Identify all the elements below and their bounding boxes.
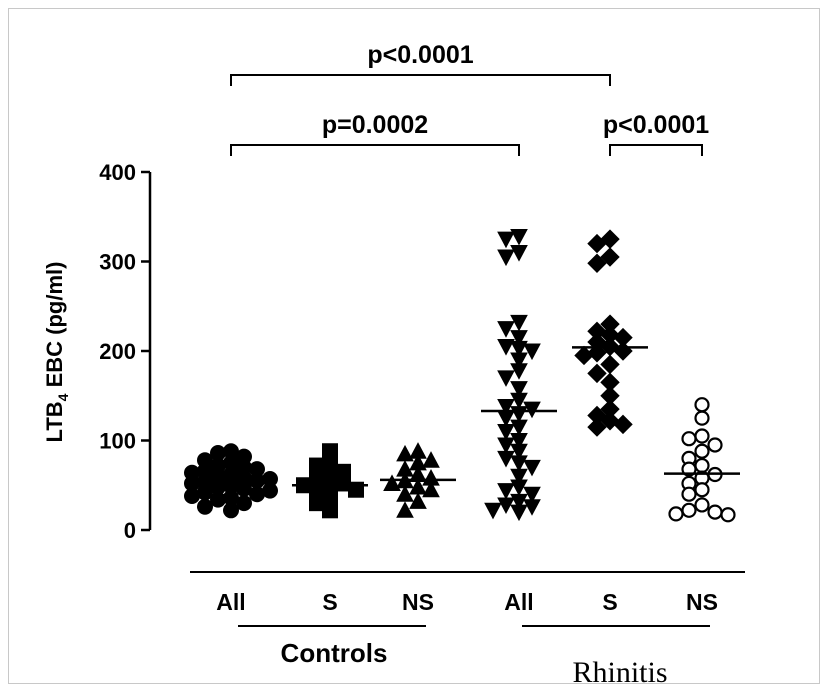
data-point	[720, 507, 736, 523]
data-point	[497, 437, 515, 455]
x-tick-label: S	[322, 589, 337, 615]
data-point	[497, 231, 515, 249]
data-point	[523, 401, 541, 419]
y-axis: 0 100 200 300 400	[99, 160, 152, 543]
data-point	[497, 450, 515, 468]
data-point	[497, 424, 515, 441]
y-tick-label: 0	[124, 518, 136, 543]
y-tick-label: 100	[99, 429, 136, 454]
data-point	[694, 410, 710, 426]
y-tick-label: 400	[99, 160, 136, 185]
data-point	[422, 480, 440, 498]
data-point	[510, 245, 528, 262]
data-point	[510, 406, 528, 423]
x-tick-label: NS	[686, 589, 718, 615]
data-point	[510, 392, 528, 410]
x-axis: All S NS All S NS Controls Rhinitis	[190, 571, 745, 689]
data-points	[184, 228, 736, 523]
data-point	[497, 321, 515, 338]
data-point	[510, 381, 528, 398]
data-point	[510, 455, 528, 472]
data-point	[523, 499, 541, 516]
data-point	[396, 485, 414, 502]
data-point	[523, 343, 541, 361]
significance-bracket	[230, 144, 520, 156]
data-point	[497, 497, 515, 515]
data-point	[681, 486, 697, 502]
data-point	[484, 502, 502, 520]
x-tick-label: NS	[402, 589, 434, 615]
data-point	[587, 363, 607, 384]
x-tick-label: All	[216, 589, 245, 615]
data-point	[587, 233, 607, 254]
group-label-controls: Controls	[281, 638, 388, 668]
data-point	[322, 502, 338, 519]
y-tick-label: 200	[99, 339, 136, 364]
data-point	[409, 492, 427, 509]
data-point	[707, 504, 723, 520]
median-lines	[193, 346, 740, 487]
data-point	[396, 501, 414, 518]
data-point	[249, 486, 265, 503]
data-point	[668, 506, 684, 522]
data-point	[236, 495, 252, 512]
data-point	[510, 468, 528, 486]
data-point	[510, 330, 528, 347]
data-point	[510, 493, 528, 511]
data-point	[396, 444, 414, 462]
data-point	[587, 417, 607, 437]
data-point	[249, 472, 265, 489]
data-point	[497, 370, 515, 387]
x-tick-label: All	[504, 589, 533, 615]
data-point	[523, 459, 541, 477]
data-point	[510, 228, 528, 246]
data-point	[694, 457, 710, 474]
group-label-rhinitis: Rhinitis	[572, 656, 667, 689]
p-value-label: p=0.0002	[322, 111, 428, 139]
data-point	[681, 502, 697, 518]
significance-brackets: p<0.0001 p=0.0002 p<0.0001	[230, 41, 709, 156]
significance-bracket	[609, 144, 703, 156]
data-point	[707, 437, 723, 453]
data-point	[510, 352, 528, 370]
data-point	[510, 443, 528, 461]
x-tick-label: S	[602, 589, 617, 615]
data-point	[694, 397, 710, 413]
y-axis-label: LTB4 EBC (pg/ml)	[42, 262, 71, 443]
data-point	[694, 482, 710, 498]
data-point	[184, 487, 200, 504]
data-point	[197, 498, 213, 515]
data-point	[497, 249, 515, 267]
data-point	[497, 483, 515, 500]
data-point	[422, 451, 440, 468]
data-point	[497, 410, 515, 428]
data-point	[510, 340, 528, 358]
data-point	[694, 443, 710, 459]
data-point	[210, 491, 226, 508]
data-point	[510, 479, 528, 497]
data-point	[223, 502, 239, 519]
data-point	[694, 428, 710, 444]
significance-bracket	[230, 74, 611, 86]
data-point	[510, 433, 528, 450]
data-point	[574, 345, 594, 366]
data-point	[510, 419, 528, 437]
data-point	[383, 474, 401, 491]
data-point	[694, 497, 710, 513]
data-point	[510, 314, 528, 332]
data-point	[523, 486, 541, 504]
p-value-label: p<0.0001	[367, 41, 473, 69]
data-point	[510, 363, 528, 380]
y-tick-label: 300	[99, 250, 136, 275]
data-point	[510, 504, 528, 522]
data-point	[600, 247, 620, 267]
data-point	[613, 414, 633, 435]
p-value-label: p<0.0001	[603, 111, 709, 139]
data-point	[587, 253, 607, 273]
data-point	[497, 339, 515, 356]
data-point	[681, 431, 697, 447]
data-point	[497, 398, 515, 416]
